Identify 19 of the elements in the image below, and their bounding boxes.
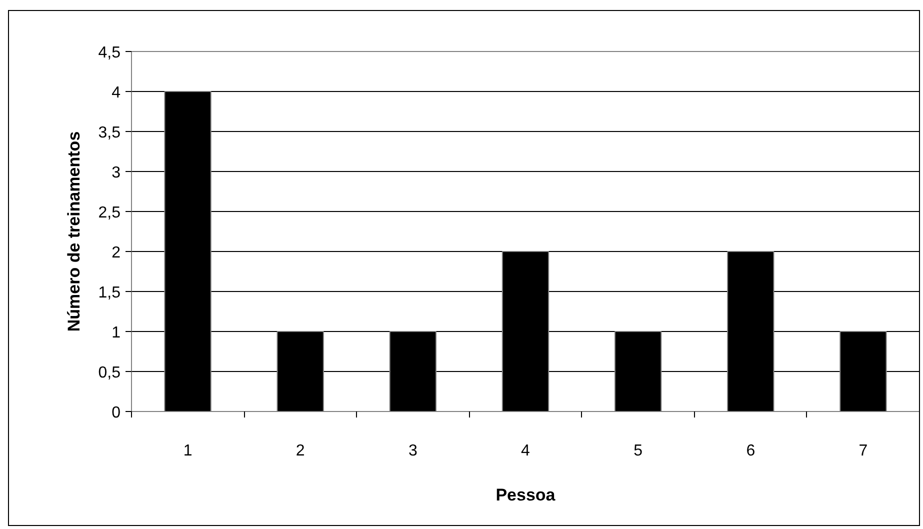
x-tick-label: 1: [183, 442, 192, 460]
y-tick-label: 2: [112, 244, 121, 262]
y-tick-label: 0: [112, 404, 121, 422]
x-tick-label: 4: [521, 442, 530, 460]
y-tick-label: 4: [112, 84, 121, 102]
y-tick-label: 4,5: [98, 44, 121, 62]
y-tick-label: 3,5: [98, 124, 121, 142]
y-tick-label: 2,5: [98, 204, 121, 222]
x-tick-label: 5: [634, 442, 643, 460]
x-tick-label: 7: [858, 442, 868, 460]
x-tick-label: 2: [296, 442, 305, 460]
y-tick-label: 0,5: [98, 364, 121, 382]
x-tick-label: 6: [746, 442, 756, 460]
y-tick-label: 3: [112, 164, 121, 182]
x-axis-title: Pessoa: [496, 486, 556, 504]
y-axis-title: Número de treinamentos: [64, 131, 84, 332]
y-tick-label: 1: [112, 324, 121, 342]
y-tick-label: 1,5: [98, 284, 121, 302]
x-tick-label: 3: [408, 442, 418, 460]
